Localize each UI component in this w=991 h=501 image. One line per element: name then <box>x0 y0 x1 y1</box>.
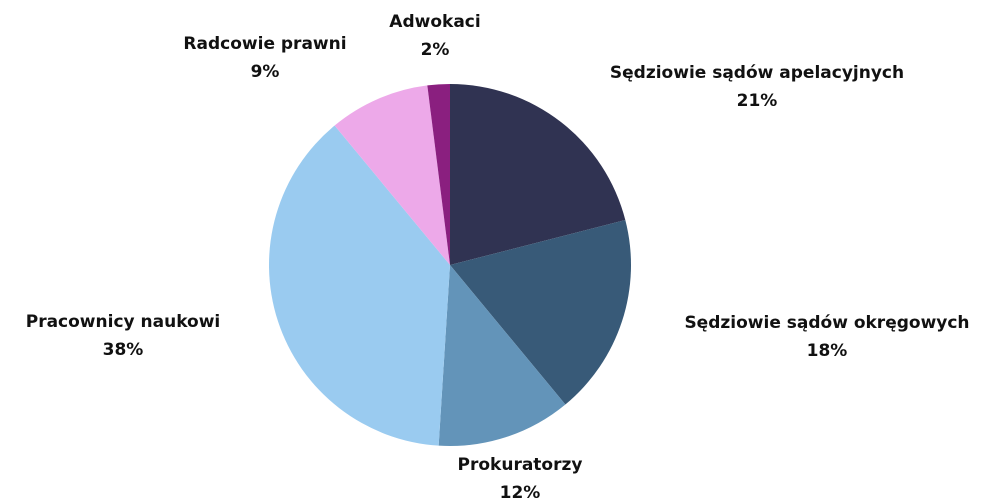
slice-value-label: 12% <box>500 483 541 501</box>
slice-label: Radcowie prawni <box>183 34 346 54</box>
slice-value-label: 18% <box>807 341 848 361</box>
slice-value-label: 9% <box>251 62 280 82</box>
pie-slice <box>334 85 450 265</box>
pie-slice <box>450 219 631 405</box>
pie-slice <box>427 84 450 265</box>
slice-value-label: 21% <box>737 91 778 111</box>
slice-label: Pracownicy naukowi <box>26 312 221 332</box>
slice-label: Prokuratorzy <box>458 455 583 475</box>
slice-value-label: 2% <box>421 40 450 60</box>
slice-label: Sędziowie sądów apelacyjnych <box>610 63 904 83</box>
slice-label: Sędziowie sądów okręgowych <box>684 313 969 333</box>
pie-slice <box>450 84 626 265</box>
pie-slice <box>269 125 450 446</box>
pie-slice <box>438 265 566 447</box>
slice-label: Adwokaci <box>389 12 480 32</box>
slice-value-label: 38% <box>103 340 144 360</box>
